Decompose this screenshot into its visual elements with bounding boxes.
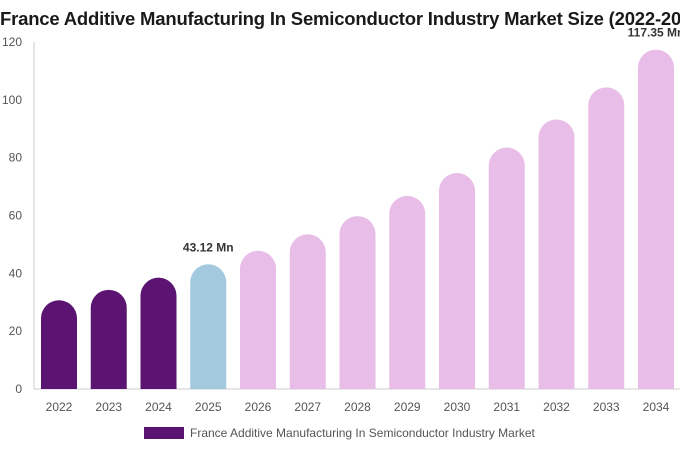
x-tick-label: 2026: [245, 400, 272, 414]
x-tick-label: 2031: [493, 400, 520, 414]
bar-2029: [389, 195, 426, 389]
x-tick-label: 2027: [294, 400, 321, 414]
legend-label: France Additive Manufacturing In Semicon…: [190, 426, 535, 440]
data-labels: 43.12 Mn 117.35 Mn: [183, 26, 680, 255]
chart-title: France Additive Manufacturing In Semicon…: [0, 8, 680, 29]
x-tick-label: 2034: [643, 400, 670, 414]
y-tick-label: 100: [2, 93, 22, 107]
bar-2024: [140, 277, 177, 389]
bar-2031: [488, 147, 525, 389]
x-tick-label: 2023: [95, 400, 122, 414]
y-tick-label: 60: [9, 209, 23, 223]
bar-2028: [339, 216, 376, 389]
bar-2034: [638, 49, 674, 390]
x-tick-label: 2030: [444, 400, 471, 414]
y-tick-label: 80: [9, 151, 23, 165]
y-tick-label: 40: [9, 266, 23, 280]
x-tick-label: 2033: [593, 400, 620, 414]
bars: [41, 49, 674, 390]
bar-2030: [439, 172, 475, 389]
bar-2026: [240, 250, 276, 389]
bar-2025: [190, 264, 227, 389]
legend-swatch: [144, 427, 184, 439]
bar-2023: [90, 289, 127, 389]
x-tick-label: 2025: [195, 400, 222, 414]
x-tick-label: 2024: [145, 400, 172, 414]
bar-2022: [41, 300, 77, 389]
x-axis-ticks: 2022 2023 2024 2025 2026 2027 2028 2029 2030 2031…: [46, 400, 670, 414]
bar-2032: [538, 119, 575, 389]
legend: France Additive Manufacturing In Semicon…: [144, 426, 535, 440]
y-axis-ticks: 0 20 40 60 80 100 120: [2, 35, 22, 396]
x-tick-label: 2028: [344, 400, 371, 414]
data-label: 117.35 Mn: [628, 26, 680, 40]
data-label: 43.12 Mn: [183, 240, 234, 254]
bar-2033: [588, 87, 625, 389]
y-tick-label: 0: [15, 382, 22, 396]
y-tick-label: 120: [2, 35, 22, 49]
bar-2027: [289, 234, 326, 389]
y-tick-label: 20: [9, 324, 23, 338]
x-tick-label: 2032: [543, 400, 570, 414]
x-tick-label: 2022: [46, 400, 73, 414]
x-tick-label: 2029: [394, 400, 421, 414]
